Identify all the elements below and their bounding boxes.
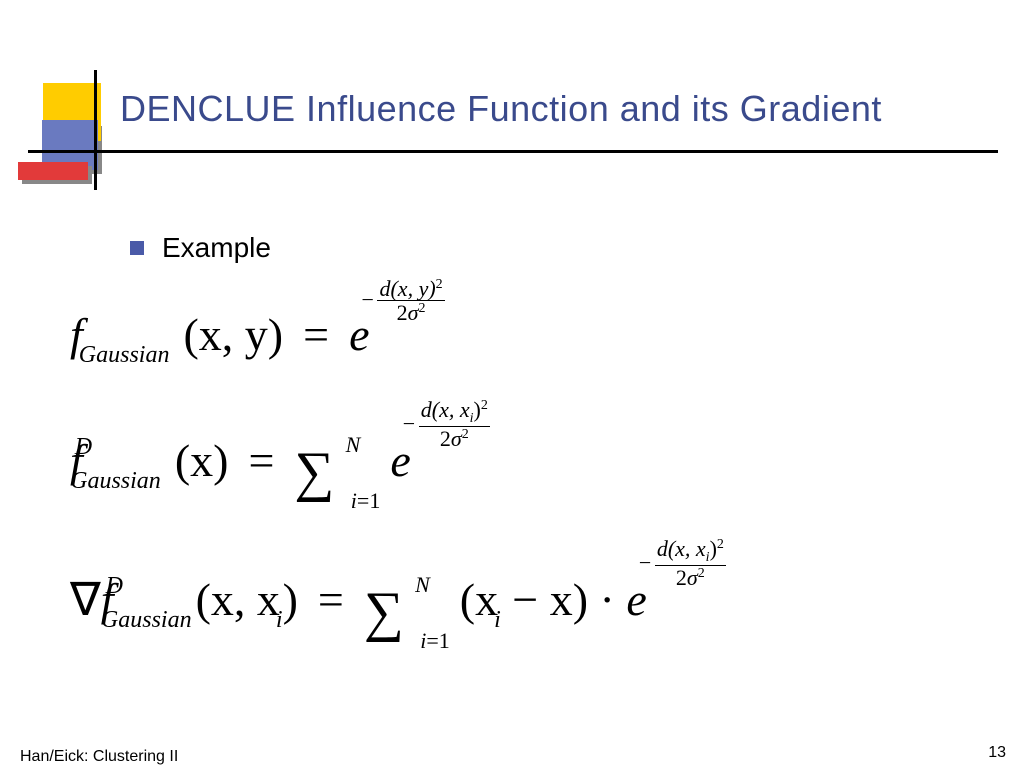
decor-horizontal-line — [28, 150, 998, 153]
slide-number: 13 — [988, 744, 1006, 762]
bullet-row: Example — [130, 232, 271, 264]
equation-3: ∇fDGaussian (x, xi) = ∑ N i=1 (xi − x) ·… — [70, 538, 994, 639]
slide-title: DENCLUE Influence Function and its Gradi… — [120, 88, 882, 130]
bullet-square-icon — [130, 241, 144, 255]
equation-2: fDGaussian (x) = ∑ N i=1 e − d(x, xi)2 2… — [70, 399, 994, 500]
equation-1: fGaussian (x, y) = e − d(x, y)2 2σ2 — [70, 278, 994, 367]
decor-red-bar — [18, 162, 88, 180]
decor-vertical-line — [94, 70, 97, 190]
footer-source: Han/Eick: Clustering II — [20, 748, 178, 766]
equations-block: fGaussian (x, y) = e − d(x, y)2 2σ2 fDGa… — [70, 278, 994, 672]
bullet-text: Example — [162, 232, 271, 263]
